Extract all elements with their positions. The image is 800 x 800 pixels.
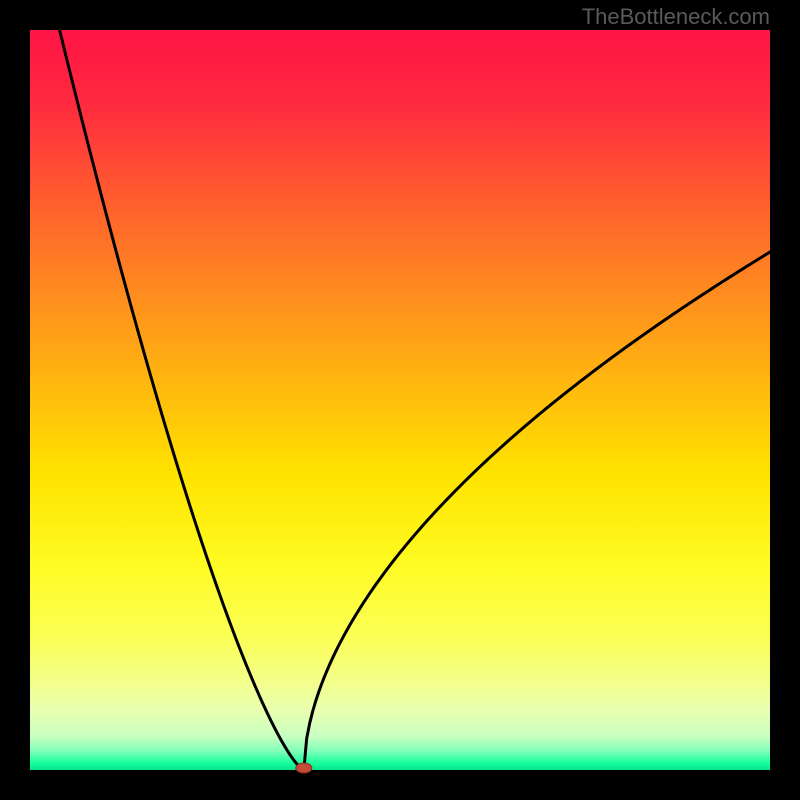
plot-background: [30, 30, 770, 770]
bottleneck-chart: [0, 0, 800, 800]
optimal-marker: [296, 763, 312, 773]
watermark-text: TheBottleneck.com: [582, 4, 770, 30]
